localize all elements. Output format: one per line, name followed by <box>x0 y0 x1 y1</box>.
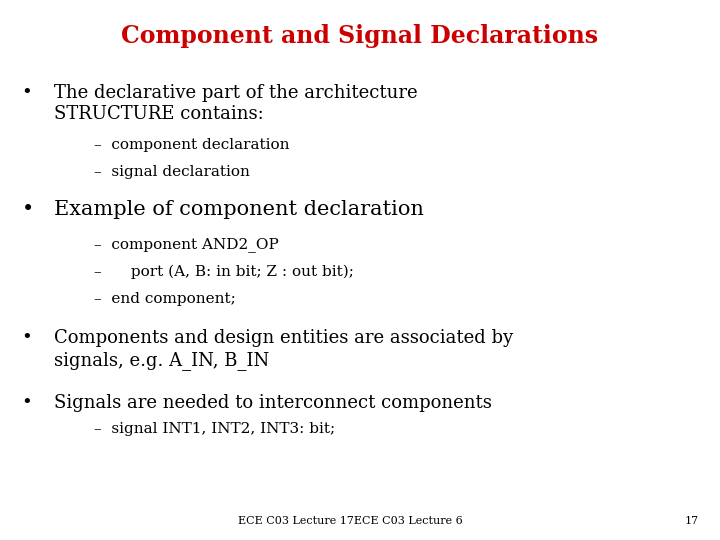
Text: Components and design entities are associated by
signals, e.g. A_IN, B_IN: Components and design entities are assoc… <box>54 329 513 370</box>
Text: –  signal INT1, INT2, INT3: bit;: – signal INT1, INT2, INT3: bit; <box>94 422 335 436</box>
Text: •: • <box>22 200 34 219</box>
Text: •: • <box>22 394 32 412</box>
Text: Component and Signal Declarations: Component and Signal Declarations <box>122 24 598 48</box>
Text: –  component declaration: – component declaration <box>94 138 289 152</box>
Text: Example of component declaration: Example of component declaration <box>54 200 424 219</box>
Text: –  end component;: – end component; <box>94 292 235 306</box>
Text: 17: 17 <box>684 516 698 526</box>
Text: ECE C03 Lecture 17ECE C03 Lecture 6: ECE C03 Lecture 17ECE C03 Lecture 6 <box>238 516 462 526</box>
Text: •: • <box>22 84 32 102</box>
Text: –  signal declaration: – signal declaration <box>94 165 249 179</box>
Text: •: • <box>22 329 32 347</box>
Text: –      port (A, B: in bit; Z : out bit);: – port (A, B: in bit; Z : out bit); <box>94 265 354 279</box>
Text: The declarative part of the architecture
STRUCTURE contains:: The declarative part of the architecture… <box>54 84 418 123</box>
Text: –  component AND2_OP: – component AND2_OP <box>94 238 279 253</box>
Text: Signals are needed to interconnect components: Signals are needed to interconnect compo… <box>54 394 492 412</box>
